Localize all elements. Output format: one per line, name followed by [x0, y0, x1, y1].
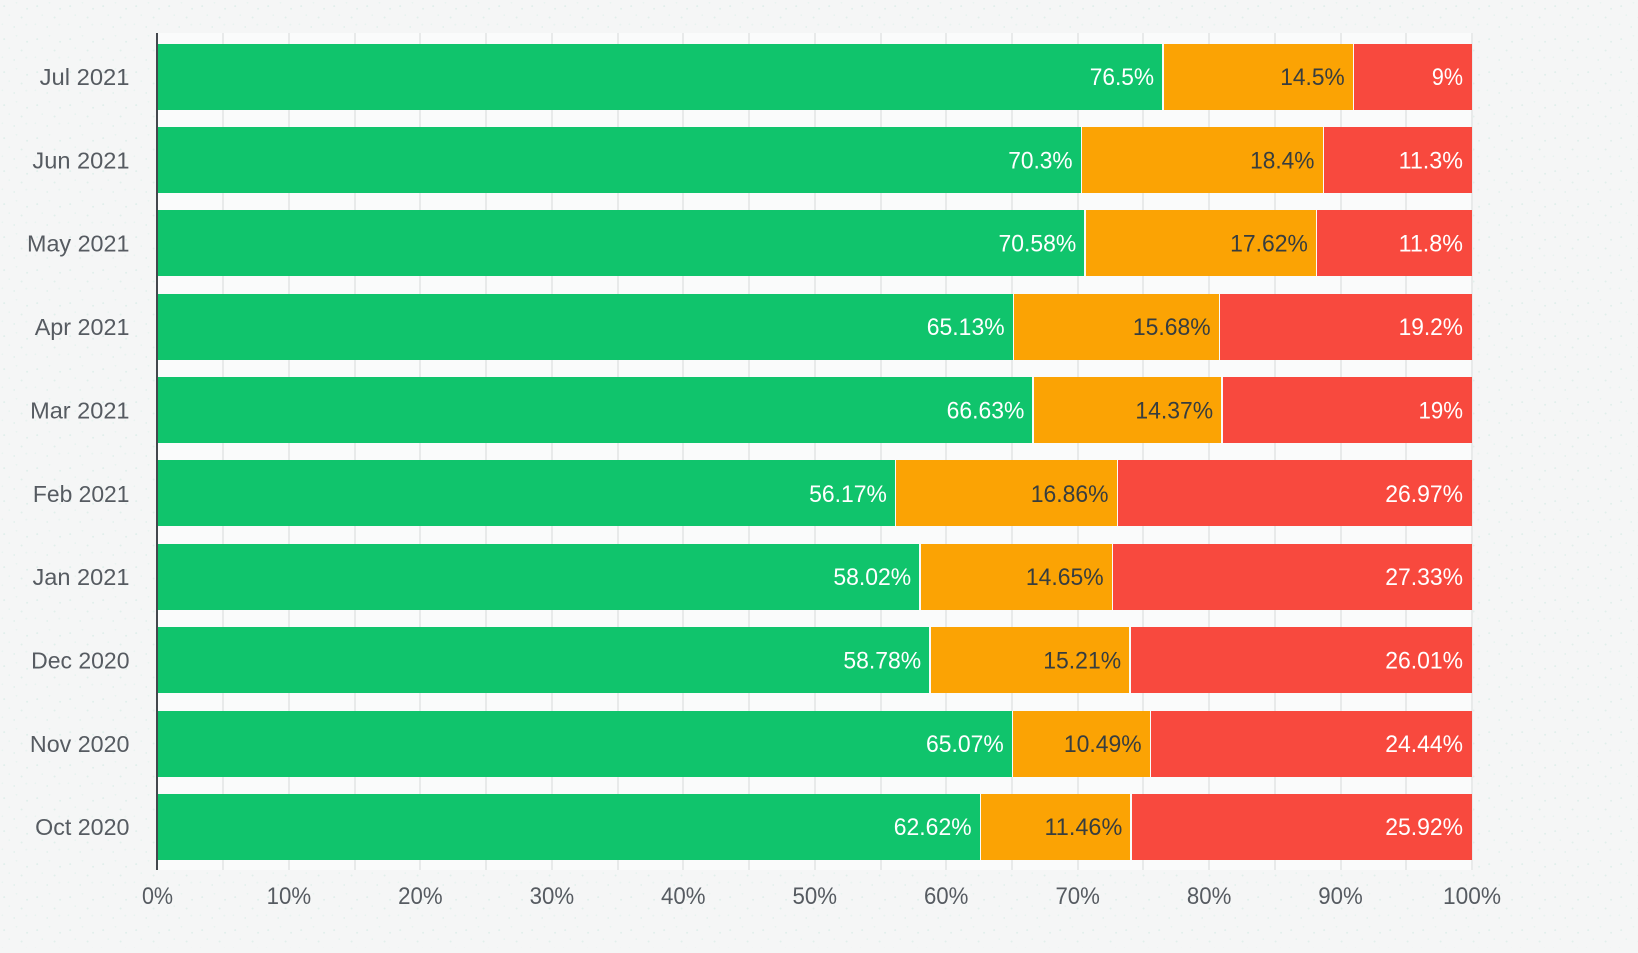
svg-text:50%: 50%: [793, 883, 838, 910]
svg-text:62.62%: 62.62%: [894, 814, 972, 841]
svg-text:27.33%: 27.33%: [1385, 564, 1463, 591]
svg-text:20%: 20%: [398, 883, 443, 910]
svg-text:Nov 2020: Nov 2020: [30, 731, 130, 757]
svg-text:14.5%: 14.5%: [1280, 64, 1344, 91]
svg-text:56.17%: 56.17%: [809, 481, 887, 508]
svg-text:16.86%: 16.86%: [1031, 481, 1109, 508]
svg-text:Jan 2021: Jan 2021: [33, 564, 130, 590]
svg-text:30%: 30%: [530, 883, 575, 910]
svg-text:Dec 2020: Dec 2020: [31, 648, 129, 674]
svg-text:70%: 70%: [1055, 883, 1100, 910]
svg-text:10%: 10%: [267, 883, 312, 910]
svg-text:0%: 0%: [142, 883, 173, 910]
svg-text:26.97%: 26.97%: [1385, 481, 1463, 508]
svg-text:May 2021: May 2021: [27, 231, 130, 257]
svg-text:90%: 90%: [1318, 883, 1363, 910]
svg-text:Feb 2021: Feb 2021: [33, 481, 130, 507]
svg-text:Jul 2021: Jul 2021: [40, 64, 130, 90]
svg-text:11.46%: 11.46%: [1045, 814, 1123, 841]
svg-text:100%: 100%: [1443, 883, 1501, 910]
svg-text:11.3%: 11.3%: [1399, 147, 1463, 174]
svg-text:11.8%: 11.8%: [1399, 231, 1463, 258]
svg-text:19.2%: 19.2%: [1399, 314, 1463, 341]
svg-text:14.65%: 14.65%: [1026, 564, 1104, 591]
svg-text:65.07%: 65.07%: [926, 731, 1004, 758]
svg-text:80%: 80%: [1187, 883, 1232, 910]
svg-text:58.02%: 58.02%: [833, 564, 911, 591]
svg-text:70.58%: 70.58%: [999, 231, 1077, 258]
svg-text:40%: 40%: [661, 883, 706, 910]
svg-text:17.62%: 17.62%: [1230, 231, 1308, 258]
svg-text:19%: 19%: [1419, 397, 1464, 424]
svg-text:66.63%: 66.63%: [947, 397, 1025, 424]
svg-text:15.21%: 15.21%: [1043, 648, 1121, 675]
svg-text:65.13%: 65.13%: [927, 314, 1005, 341]
svg-text:9%: 9%: [1432, 64, 1463, 91]
svg-text:Mar 2021: Mar 2021: [30, 397, 129, 423]
svg-text:70.3%: 70.3%: [1008, 147, 1072, 174]
svg-text:60%: 60%: [924, 883, 969, 910]
svg-text:24.44%: 24.44%: [1385, 731, 1463, 758]
svg-text:Jun 2021: Jun 2021: [32, 147, 129, 173]
svg-text:Oct 2020: Oct 2020: [35, 814, 129, 840]
svg-text:76.5%: 76.5%: [1090, 64, 1154, 91]
svg-text:15.68%: 15.68%: [1133, 314, 1211, 341]
svg-text:26.01%: 26.01%: [1385, 648, 1463, 675]
svg-text:58.78%: 58.78%: [843, 648, 921, 675]
svg-text:25.92%: 25.92%: [1385, 814, 1463, 841]
svg-text:Apr 2021: Apr 2021: [35, 314, 130, 340]
svg-text:10.49%: 10.49%: [1064, 731, 1142, 758]
svg-text:18.4%: 18.4%: [1250, 147, 1314, 174]
svg-text:14.37%: 14.37%: [1135, 397, 1213, 424]
